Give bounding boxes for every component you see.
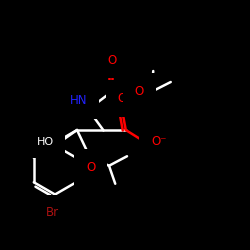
Text: O⁻: O⁻ — [151, 135, 167, 148]
Text: HN: HN — [70, 94, 87, 107]
Text: O: O — [135, 85, 144, 98]
Text: O: O — [107, 54, 117, 66]
Text: O: O — [86, 161, 96, 174]
Text: HO: HO — [37, 137, 54, 147]
Text: O: O — [118, 92, 127, 105]
Text: Br: Br — [46, 206, 59, 220]
